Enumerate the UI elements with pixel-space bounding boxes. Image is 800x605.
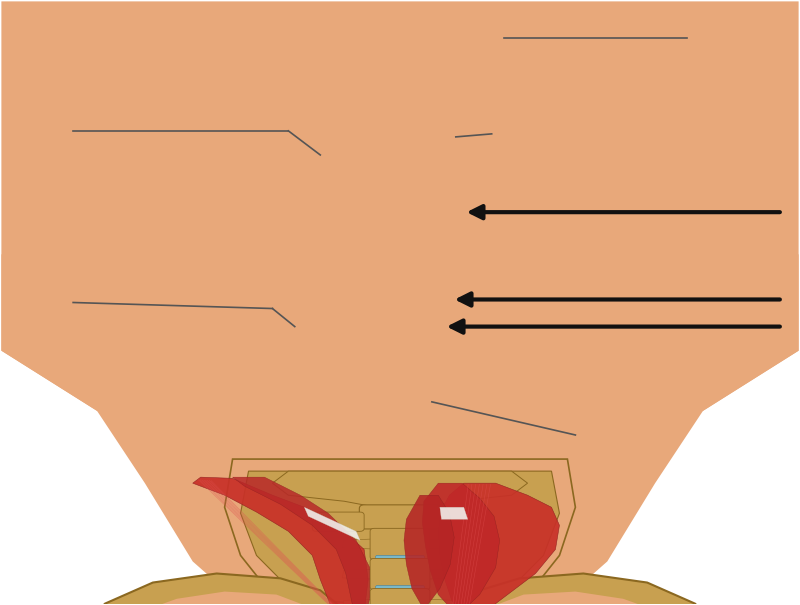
Polygon shape [404,495,454,605]
Polygon shape [193,477,368,605]
Polygon shape [233,477,370,605]
Polygon shape [426,599,458,605]
FancyBboxPatch shape [376,586,424,597]
Polygon shape [426,539,458,549]
Polygon shape [265,194,535,477]
Polygon shape [422,483,500,605]
FancyBboxPatch shape [370,528,430,560]
FancyBboxPatch shape [440,512,492,531]
Polygon shape [426,569,458,579]
Polygon shape [304,507,360,540]
Polygon shape [342,539,374,549]
Polygon shape [342,569,374,579]
FancyBboxPatch shape [359,505,441,529]
Polygon shape [444,574,739,605]
Polygon shape [475,592,711,605]
FancyBboxPatch shape [370,589,430,605]
FancyBboxPatch shape [370,558,430,590]
Polygon shape [89,592,325,605]
Polygon shape [61,574,356,605]
Polygon shape [2,254,273,435]
Polygon shape [527,254,798,435]
Polygon shape [342,599,374,605]
Polygon shape [225,459,575,605]
FancyBboxPatch shape [376,555,424,567]
FancyBboxPatch shape [312,512,364,531]
Polygon shape [440,507,468,519]
Polygon shape [438,483,559,605]
Polygon shape [273,471,527,510]
Polygon shape [241,471,559,605]
